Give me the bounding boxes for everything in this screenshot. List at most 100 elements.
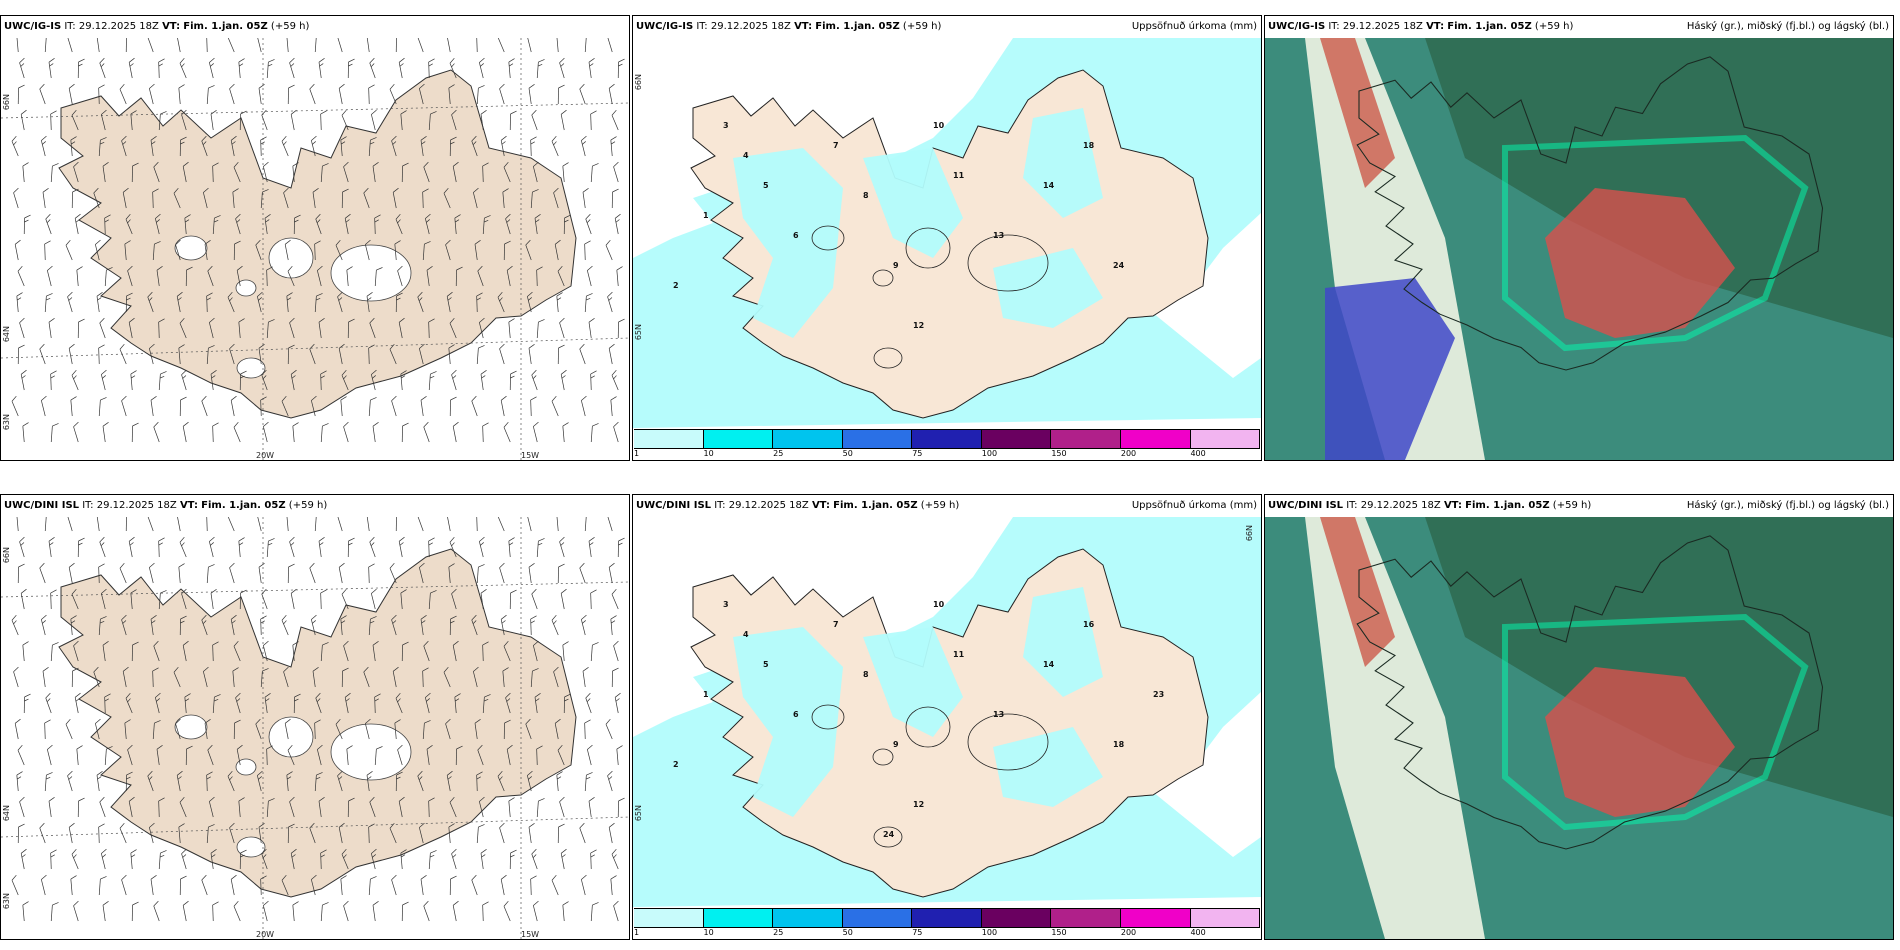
wind-barb: [320, 642, 329, 662]
wind-barb: [233, 640, 241, 662]
legend-tick-label: 400: [1190, 928, 1206, 937]
wind-barb: [607, 517, 613, 532]
wind-barb: [556, 517, 559, 532]
legend-tick-label: 400: [1190, 449, 1206, 458]
wind-barb: [503, 240, 511, 261]
glacier-outline: [235, 758, 257, 776]
wind-barb: [201, 135, 208, 157]
precip-value-label: 6: [793, 231, 799, 240]
wind-barb: [98, 84, 105, 105]
wind-barb: [290, 369, 297, 391]
wind-barb: [317, 744, 323, 766]
wind-barb: [179, 57, 187, 79]
wind-barb: [320, 902, 329, 922]
wind-barb: [500, 874, 507, 896]
wind-barb: [400, 370, 407, 391]
wind-barb: [533, 421, 539, 443]
glacier-outline: [905, 227, 951, 269]
wind-barb: [179, 796, 187, 818]
wind-barb: [401, 422, 409, 443]
wind-barb: [536, 798, 545, 818]
wind-barb: [417, 291, 424, 313]
precip-value-label: 14: [1043, 660, 1055, 669]
precip-value-label: 16: [1083, 620, 1095, 629]
wind-barb: [16, 292, 23, 313]
wind-barb: [179, 396, 187, 417]
wind-barb: [266, 538, 275, 558]
wind-barb: [318, 318, 325, 339]
glacier-outline: [268, 237, 314, 279]
wind-barb: [70, 396, 77, 417]
wind-barb: [76, 745, 83, 766]
wind-barb: [506, 744, 513, 766]
vt-label: VT:: [794, 21, 813, 32]
wind-barb: [184, 214, 191, 235]
wind-barb: [44, 293, 53, 313]
wind-barb: [71, 369, 79, 391]
wind-barb: [48, 537, 55, 558]
wind-barb: [454, 693, 461, 714]
wind-barb: [158, 850, 167, 870]
wind-barb: [559, 796, 565, 818]
wind-barb: [611, 109, 619, 131]
wind-barb: [449, 317, 457, 339]
wind-barb: [315, 692, 322, 714]
wind-barb: [477, 265, 484, 287]
glacier-outline: [236, 836, 266, 858]
wind-barb: [531, 588, 538, 610]
precip-value-label: 18: [1083, 141, 1095, 150]
wind-barb: [257, 517, 262, 532]
wind-barb: [47, 744, 53, 766]
high-cloud-northwest: [1320, 38, 1395, 188]
wind-barb: [363, 666, 370, 688]
legend-tick-label: 75: [912, 928, 923, 937]
wind-barb: [181, 109, 187, 131]
wind-barb: [317, 265, 323, 287]
wind-barb: [536, 59, 545, 79]
wind-barb: [590, 370, 597, 391]
wind-barb: [584, 719, 591, 740]
wind-barb: [581, 614, 587, 636]
wind-barb: [614, 692, 621, 714]
wind-barb: [480, 110, 487, 131]
glacier-outline: [905, 706, 951, 748]
wind-barb: [236, 265, 243, 287]
wind-barb: [264, 214, 271, 235]
wind-barb: [443, 187, 451, 209]
wind-barb: [528, 344, 535, 365]
wind-barb: [417, 770, 424, 792]
wind-barb: [616, 745, 623, 766]
wind-barb: [369, 317, 376, 339]
wind-barb: [527, 38, 532, 53]
wind-barb: [98, 397, 107, 417]
wind-barb: [536, 745, 543, 766]
wind-barb: [73, 900, 79, 922]
wind-barb: [209, 57, 215, 79]
precip-value-label: 4: [743, 630, 749, 639]
map-title: Uppsöfnuð úrkoma (mm): [1131, 500, 1257, 511]
wind-barb: [286, 517, 289, 532]
wind-barb: [311, 614, 317, 636]
vt-value: Fim. 1.jan. 05Z: [815, 21, 900, 32]
wind-barb: [509, 110, 517, 131]
lon-label-20w: 20W: [256, 930, 275, 939]
wind-barb: [500, 135, 507, 157]
wind-barb: [368, 344, 375, 365]
wind-barb: [374, 693, 381, 714]
precip-value-label: 13: [993, 710, 1004, 719]
wind-barb: [588, 58, 595, 79]
lead-time: (+59 h): [1534, 21, 1574, 32]
wind-barb: [448, 344, 455, 365]
wind-barb: [528, 823, 535, 844]
it-label: IT:: [714, 500, 726, 511]
it-label: IT:: [82, 500, 94, 511]
wind-barb: [98, 563, 105, 584]
wind-barb: [341, 588, 349, 610]
wind-barb: [98, 823, 105, 844]
precip-area-south: [993, 248, 1103, 328]
wind-barb: [553, 666, 559, 688]
wind-barb: [99, 57, 106, 79]
wind-barb: [499, 562, 505, 584]
wind-barb: [318, 537, 325, 558]
wind-barb: [70, 136, 77, 157]
